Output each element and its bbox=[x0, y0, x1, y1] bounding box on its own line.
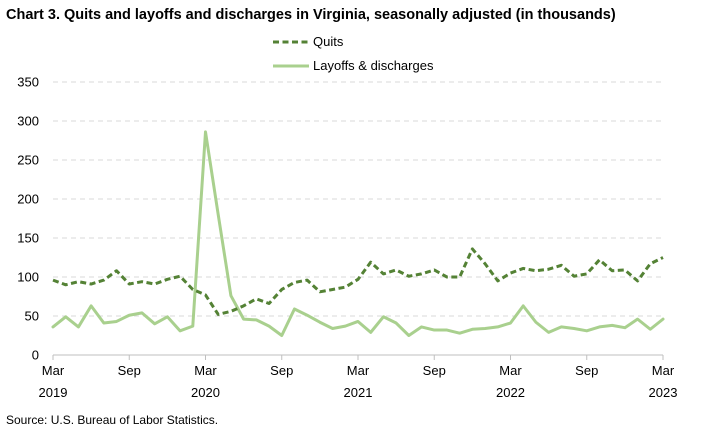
x-axis bbox=[52, 354, 664, 360]
x-tick-label-month: Mar bbox=[194, 363, 217, 378]
x-tick-label-month: Sep bbox=[270, 363, 293, 378]
y-tick-label: 100 bbox=[17, 270, 39, 285]
x-tick-label-month: Sep bbox=[423, 363, 446, 378]
x-tick-label-year: 2019 bbox=[39, 385, 68, 400]
line-chart: 0 50 100 150 200 250 300 350 Mar 2019 Sep Mar 2020 S… bbox=[17, 34, 678, 400]
x-tick-label-month: Mar bbox=[652, 363, 675, 378]
y-tick-label: 0 bbox=[32, 348, 39, 363]
y-tick-label: 300 bbox=[17, 114, 39, 129]
source-note: Source: U.S. Bureau of Labor Statistics. bbox=[6, 413, 219, 427]
x-tick-label-year: 2021 bbox=[344, 385, 373, 400]
y-axis-tick-labels: 0 50 100 150 200 250 300 350 bbox=[17, 75, 39, 363]
layoffs-discharges-line bbox=[51, 130, 665, 337]
x-tick-label-month: Sep bbox=[118, 363, 141, 378]
y-tick-label: 150 bbox=[17, 231, 39, 246]
series-lines bbox=[51, 130, 665, 337]
y-tick-label: 200 bbox=[17, 192, 39, 207]
x-axis-tick-labels: Mar 2019 Sep Mar 2020 Sep Mar 2021 Sep Mar 2022 Sep… bbox=[39, 363, 678, 400]
gridlines bbox=[53, 81, 663, 317]
x-tick-label-month: Mar bbox=[42, 363, 65, 378]
y-tick-label: 50 bbox=[25, 309, 39, 324]
x-tick-label-year: 2020 bbox=[191, 385, 220, 400]
x-tick-label-year: 2023 bbox=[649, 385, 678, 400]
legend: Quits Layoffs & discharges bbox=[273, 34, 434, 73]
x-tick-label-month: Sep bbox=[575, 363, 598, 378]
x-tick-label-month: Mar bbox=[347, 363, 370, 378]
x-tick-label-month: Mar bbox=[499, 363, 522, 378]
quits-line bbox=[52, 247, 664, 316]
legend-label-quits: Quits bbox=[313, 34, 344, 49]
x-tick-label-year: 2022 bbox=[496, 385, 525, 400]
chart-title: Chart 3. Quits and layoffs and discharge… bbox=[6, 7, 616, 23]
y-tick-label: 350 bbox=[17, 75, 39, 90]
legend-label-layoffs-discharges: Layoffs & discharges bbox=[313, 58, 434, 73]
y-tick-label: 250 bbox=[17, 153, 39, 168]
